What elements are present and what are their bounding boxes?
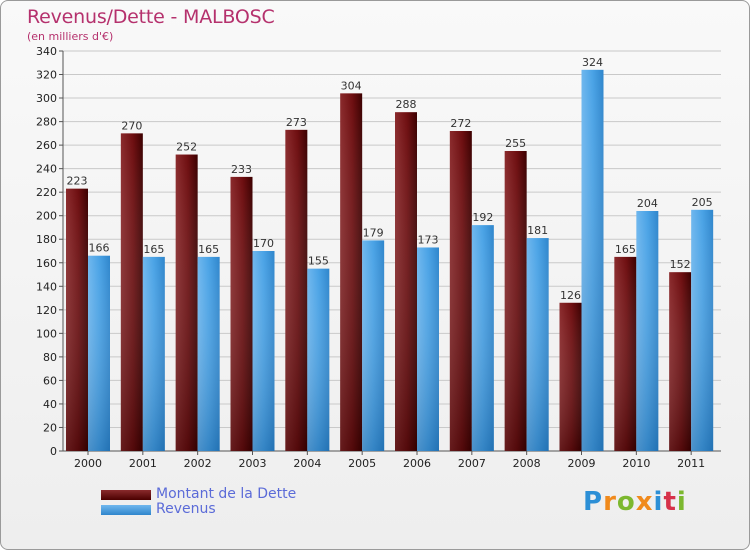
bar-shade (636, 211, 659, 451)
y-tick-label: 80 (43, 351, 57, 364)
data-label-revenus: 166 (89, 242, 110, 255)
bar-shade (669, 272, 692, 451)
y-tick-label: 100 (36, 327, 57, 340)
y-tick-label: 260 (36, 139, 57, 152)
y-tick-label: 340 (36, 45, 57, 58)
y-tick-label: 160 (36, 257, 57, 270)
bar-shade (471, 225, 494, 451)
y-tick-label: 60 (43, 374, 57, 387)
data-label-revenus: 192 (472, 211, 493, 224)
bar-shade (307, 268, 330, 451)
x-tick-label: 2010 (622, 457, 650, 470)
bar-shade (691, 209, 714, 451)
bar-shade (88, 255, 110, 451)
bar-shade (175, 154, 198, 451)
bar-shade (362, 240, 385, 451)
data-label-revenus: 165 (198, 243, 219, 256)
bar-shade (230, 176, 253, 451)
brand-letter: t (663, 487, 677, 517)
bar-shade (417, 247, 439, 451)
data-label-debt: 152 (670, 258, 691, 271)
x-tick-label: 2004 (293, 457, 321, 470)
data-label-debt: 272 (450, 117, 471, 130)
bar-shade (395, 112, 417, 452)
data-label-revenus: 155 (308, 255, 329, 268)
bar-shade (197, 256, 220, 451)
y-tick-label: 320 (36, 69, 57, 82)
bar-shade (449, 131, 472, 451)
bar-shade (120, 133, 143, 451)
data-label-revenus: 324 (582, 56, 603, 69)
data-label-debt: 288 (396, 98, 417, 111)
x-tick-label: 2006 (403, 457, 431, 470)
y-tick-label: 300 (36, 92, 57, 105)
bar-shade (526, 238, 549, 451)
y-tick-label: 20 (43, 421, 57, 434)
bar-shade (252, 251, 275, 451)
brand-letter: o (616, 487, 636, 517)
legend-label-debt: Montant de la Dette (156, 486, 297, 502)
y-tick-label: 120 (36, 304, 57, 317)
brand-letter: r (603, 487, 617, 517)
y-tick-label: 240 (36, 163, 57, 176)
y-tick-label: 140 (36, 280, 57, 293)
legend-swatch-debt (101, 490, 151, 500)
data-label-revenus: 181 (527, 224, 548, 237)
legend-swatch-revenus (101, 505, 151, 515)
data-label-revenus: 173 (418, 233, 439, 246)
data-label-debt: 126 (560, 289, 581, 302)
bar-shade (340, 93, 363, 452)
y-tick-label: 280 (36, 116, 57, 129)
bar-shade (581, 69, 604, 451)
chart-title: Revenus/Dette - MALBOSC (27, 6, 275, 28)
bar-shade (559, 302, 582, 451)
x-tick-label: 2009 (568, 457, 596, 470)
bar-shade (66, 188, 88, 451)
bars (66, 69, 714, 452)
data-label-revenus: 165 (143, 243, 164, 256)
data-label-debt: 304 (341, 79, 362, 92)
x-tick-label: 2002 (184, 457, 212, 470)
bar-shade (285, 129, 308, 451)
x-tick-label: 2005 (348, 457, 376, 470)
x-tick-label: 2000 (74, 457, 102, 470)
data-label-debt: 223 (67, 175, 88, 188)
brand-letter: x (635, 487, 654, 517)
y-tick-label: 180 (36, 233, 57, 246)
x-tick-label: 2003 (239, 457, 267, 470)
data-label-revenus: 179 (363, 226, 384, 239)
bar-shade (504, 151, 527, 451)
data-label-revenus: 205 (692, 196, 713, 209)
grid-lines (63, 50, 721, 428)
brand-logo: Proxiti (583, 487, 687, 517)
data-label-revenus: 204 (637, 197, 658, 210)
y-tick-label: 200 (36, 210, 57, 223)
data-label-debt: 233 (231, 163, 252, 176)
data-label-debt: 270 (121, 119, 142, 132)
bar-shade (614, 256, 637, 451)
axes: 0 20 40 60 80 100 120 140 160 180 200 220 240 260 280 3… (36, 45, 721, 470)
data-label-debt: 255 (505, 137, 526, 150)
bar-shade (142, 256, 165, 451)
y-tick-label: 220 (36, 186, 57, 199)
y-tick-label: 0 (50, 445, 57, 458)
y-tick-label: 40 (43, 398, 57, 411)
legend-label-revenus: Revenus (156, 501, 216, 517)
x-tick-label: 2008 (513, 457, 541, 470)
data-label-debt: 252 (176, 141, 197, 154)
brand-letter: P (583, 487, 604, 517)
brand-letter: i (653, 487, 664, 517)
data-label-debt: 273 (286, 116, 307, 129)
data-labels: 223 166 270 165 252 165 233 170 273 155 304 179 288 1… (67, 56, 713, 302)
data-label-revenus: 170 (253, 237, 274, 250)
brand-letter: i (676, 487, 687, 517)
chart-subtitle: (en milliers d'€) (27, 30, 114, 43)
x-tick-label: 2011 (677, 457, 705, 470)
x-tick-label: 2007 (458, 457, 486, 470)
x-tick-label: 2001 (129, 457, 157, 470)
data-label-debt: 165 (615, 243, 636, 256)
